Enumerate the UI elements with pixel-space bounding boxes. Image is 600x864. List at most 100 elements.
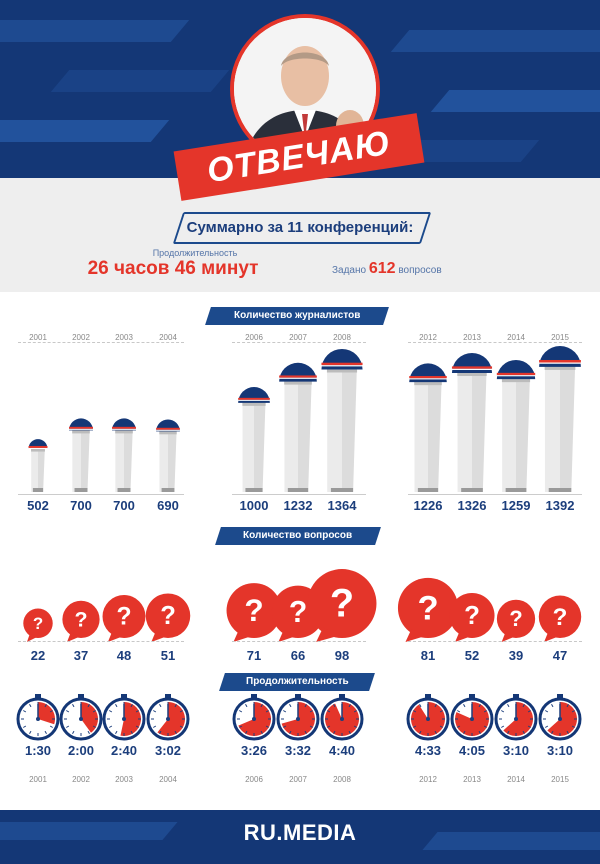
year-label-duration: 2015 [551,775,569,784]
microphone-bar [112,418,136,492]
questions-value: 48 [116,648,132,663]
duration-value: 3:02 [154,743,182,758]
journalists-value: 700 [70,498,92,513]
microphone-bar [238,387,270,492]
asked-suffix: вопросов [398,265,442,276]
microphone-bar [539,346,581,492]
duration-value: 3:32 [284,743,312,758]
year-label-duration: 2003 [115,775,133,784]
journalists-value: 502 [27,498,49,513]
year-label-journalists: 2014 [507,333,525,342]
group-divider [408,342,582,343]
year-label-duration: 2014 [507,775,525,784]
microphone-bar [279,362,317,492]
questions-value: 47 [552,648,568,663]
duration-clock [59,694,103,741]
svg-text:?: ? [509,606,522,631]
questions-value: 39 [508,648,524,663]
svg-text:?: ? [553,604,568,631]
group-divider [232,641,366,642]
questions-value: 66 [290,648,306,663]
year-label-journalists: 2013 [463,333,481,342]
svg-text:?: ? [116,604,131,631]
brand-logo: RU.MEDIA [243,820,357,845]
group-divider [232,494,366,495]
microphone-bar [451,352,493,492]
microphone-bar [321,348,363,492]
duration-clock [16,694,60,741]
year-label-duration: 2008 [333,775,351,784]
duration-clock [320,694,364,741]
year-label-duration: 2004 [159,775,177,784]
year-label-journalists: 2012 [419,333,437,342]
year-label-duration: 2012 [419,775,437,784]
duration-clock [146,694,190,741]
question-bubble: ? [102,595,146,642]
svg-text:?: ? [289,596,307,629]
microphone-bar [496,359,536,492]
duration-clock [232,694,276,741]
group-divider [408,494,582,495]
questions-value: 81 [420,648,436,663]
duration-value: 3:10 [502,743,530,758]
questions-value: 22 [30,648,46,663]
journalists-value: 1392 [545,498,575,513]
question-bubble: ? [307,569,377,642]
duration-value: 3:26 [240,743,268,758]
asked-prefix: Задано [332,265,367,276]
journalists-value: 700 [113,498,135,513]
year-label-duration: 2002 [72,775,90,784]
question-bubble: ? [449,592,495,642]
group-divider [408,641,582,642]
summary-title: Суммарно за 11 конференций: [186,219,414,236]
duration-value: 2:40 [110,743,138,758]
year-label-journalists: 2008 [333,333,351,342]
svg-text:?: ? [244,592,263,628]
journalists-value: 1232 [283,498,313,513]
questions-value: 37 [73,648,89,663]
question-bubble: ? [62,600,100,642]
questions-value: 71 [246,648,262,663]
svg-text:?: ? [417,589,438,627]
year-label-journalists: 2002 [72,333,90,342]
svg-text:?: ? [74,607,87,631]
questions-value: 51 [160,648,176,663]
duration-label: Продолжительность [152,248,238,258]
svg-text:?: ? [464,602,480,630]
year-label-journalists: 2003 [115,333,133,342]
group-divider [18,494,184,495]
duration-value: 4:05 [458,743,486,758]
duration-value: 4:33 [414,743,442,758]
microphone-bar [409,363,447,492]
svg-text:?: ? [330,582,354,626]
asked-count: 612 [368,260,396,277]
year-label-journalists: 2006 [245,333,263,342]
journalists-value: 1326 [457,498,487,513]
duration-value: 1:30 [24,743,52,758]
footer [0,810,600,864]
svg-text:?: ? [160,602,176,630]
journalists-value: 1364 [327,498,357,513]
question-bubble: ? [226,583,282,642]
journalists-value: 1226 [413,498,443,513]
year-label-journalists: 2004 [159,333,177,342]
journalists-value: 1000 [239,498,269,513]
year-label-duration: 2006 [245,775,263,784]
duration-clock [102,694,146,741]
svg-text:?: ? [33,614,43,633]
questions-value: 52 [464,648,480,663]
duration-clock [450,694,494,741]
duration-clock [276,694,320,741]
duration-value: 2:00 [67,743,95,758]
duration-value: 3:10 [546,743,574,758]
duration-value: 4:40 [328,743,356,758]
question-bubble: ? [538,595,582,642]
questions-value: 98 [334,648,350,663]
year-label-duration: 2013 [463,775,481,784]
microphone-bar [69,418,93,492]
journalists-value: 690 [157,498,179,513]
year-label-journalists: 2007 [289,333,307,342]
asked-total: Задано 612 вопросов [332,260,492,278]
duration-clock [406,694,450,741]
group-divider [18,342,184,343]
